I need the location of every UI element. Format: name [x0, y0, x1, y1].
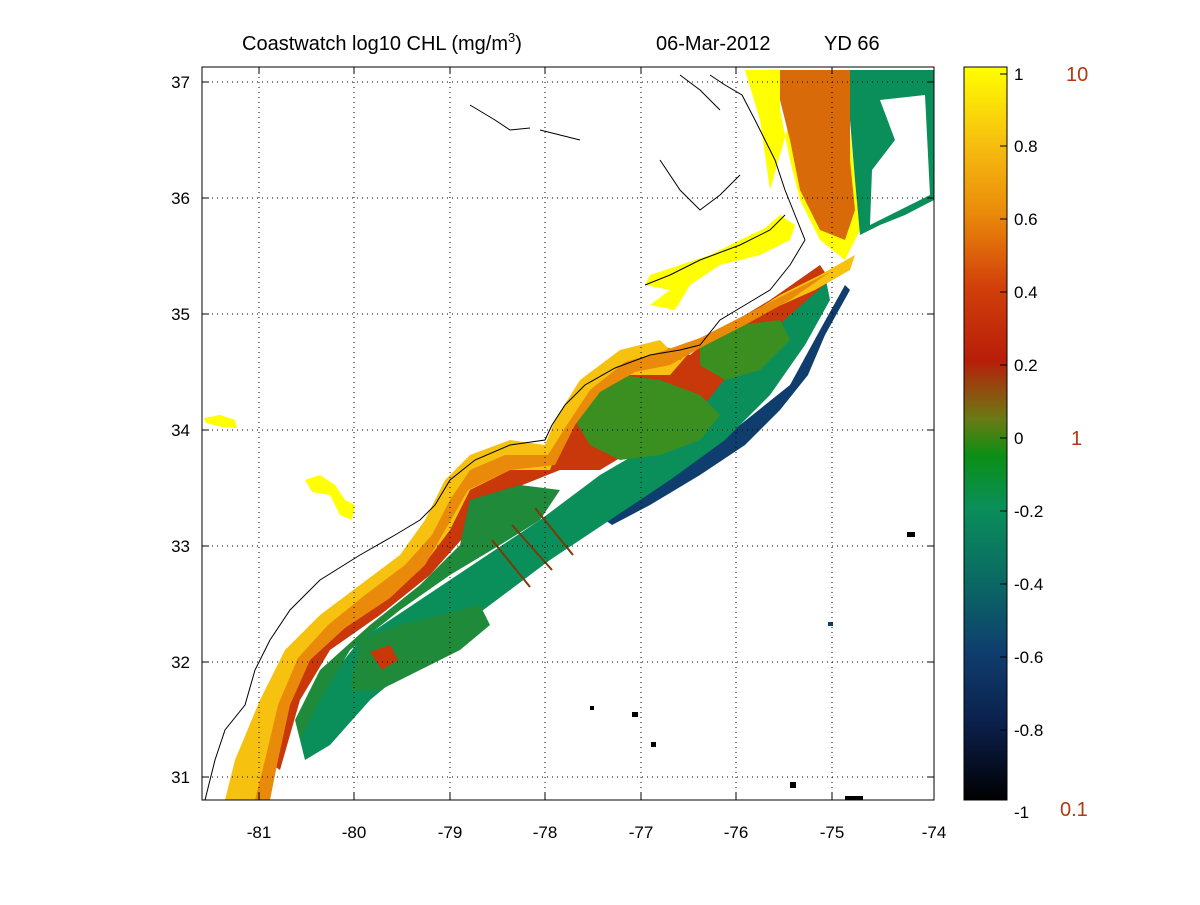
colorbar-tick-label: 1 [1014, 65, 1023, 84]
colorbar-linear-label-1: 1 [1071, 428, 1082, 450]
colorbar-tick-label: 0.8 [1014, 137, 1038, 156]
y-tick-label: 36 [171, 189, 190, 208]
noise-pixel [651, 742, 656, 747]
map-yearday: YD 66 [824, 33, 880, 55]
noise-pixel [907, 532, 915, 537]
colorbar-tick-label: -0.4 [1014, 575, 1043, 594]
colorbar-linear-label-0-1: 0.1 [1060, 799, 1088, 821]
offshore-red-spot [370, 645, 398, 670]
map-date: 06-Mar-2012 [656, 33, 771, 55]
x-tick-label: -74 [922, 823, 947, 842]
colorbar-tick-label: -0.2 [1014, 502, 1043, 521]
x-tick-label: -76 [724, 823, 749, 842]
y-tick-label: 31 [171, 768, 190, 787]
x-tick-label: -79 [438, 823, 463, 842]
noise-pixel [828, 622, 833, 626]
x-tick-label: -78 [533, 823, 558, 842]
noise-pixel [632, 712, 638, 717]
river-plume-streak [534, 507, 574, 556]
coastline-sounds [469, 74, 786, 286]
map-grid [202, 67, 934, 800]
colorbar-linear-labels: 10 1 0.1 [1060, 64, 1088, 821]
pamlico-sound-high-chl [645, 215, 795, 310]
y-axis-labels: 31 32 33 34 35 36 37 [171, 73, 190, 787]
y-tick-label: 33 [171, 537, 190, 556]
offshore-patch-32n [350, 605, 490, 690]
shelf-green-strip [295, 485, 560, 740]
colorbar-tick-label: 0.2 [1014, 356, 1038, 375]
map-title: Coastwatch log10 CHL (mg/m3) [242, 30, 522, 55]
colorbar-tick-label: 0.4 [1014, 283, 1038, 302]
bay-green-patch-1 [575, 375, 720, 460]
colorbar-tick-label: -0.6 [1014, 648, 1043, 667]
y-tick-label: 34 [171, 421, 190, 440]
colorbar-tick-label: 0.6 [1014, 210, 1038, 229]
x-axis-ticks [258, 67, 935, 800]
river-plume-streak [491, 539, 531, 588]
noise-pixel [845, 796, 863, 800]
map-frame [201, 66, 935, 801]
x-axis-labels: -81 -80 -79 -78 -77 -76 -75 -74 [247, 823, 947, 842]
x-tick-label: -75 [820, 823, 845, 842]
y-tick-label: 37 [171, 73, 190, 92]
northern-offshore-no-data [870, 95, 930, 225]
colorbar-tick-label: -1 [1014, 803, 1029, 822]
colorbar-tick-label: -0.8 [1014, 721, 1043, 740]
x-tick-label: -81 [247, 823, 272, 842]
colorbar: 1 0.8 0.6 0.4 0.2 0 -0.2 -0.4 -0.6 -0.8 … [963, 64, 1088, 822]
map-panel: -81 -80 -79 -78 -77 -76 -75 -74 31 32 33… [171, 66, 947, 842]
chlorophyll-field [204, 70, 934, 800]
inland-lake-west [204, 415, 237, 428]
colorbar-log-labels: 1 0.8 0.6 0.4 0.2 0 -0.2 -0.4 -0.6 -0.8 … [1014, 65, 1043, 822]
colorbar-tick-label: 0 [1014, 429, 1023, 448]
x-tick-label: -77 [629, 823, 654, 842]
coastline [204, 74, 806, 800]
y-tick-label: 35 [171, 305, 190, 324]
colorbar-gradient [963, 66, 1008, 801]
colorbar-ticks [1000, 73, 1007, 801]
x-tick-label: -80 [342, 823, 367, 842]
y-tick-label: 32 [171, 653, 190, 672]
colorbar-linear-label-10: 10 [1066, 64, 1088, 86]
y-axis-ticks [202, 81, 934, 778]
noise-pixel [590, 706, 594, 710]
noise-pixel [790, 782, 796, 788]
inland-lake-marion [305, 475, 355, 520]
northern-offshore-orange [780, 70, 855, 240]
